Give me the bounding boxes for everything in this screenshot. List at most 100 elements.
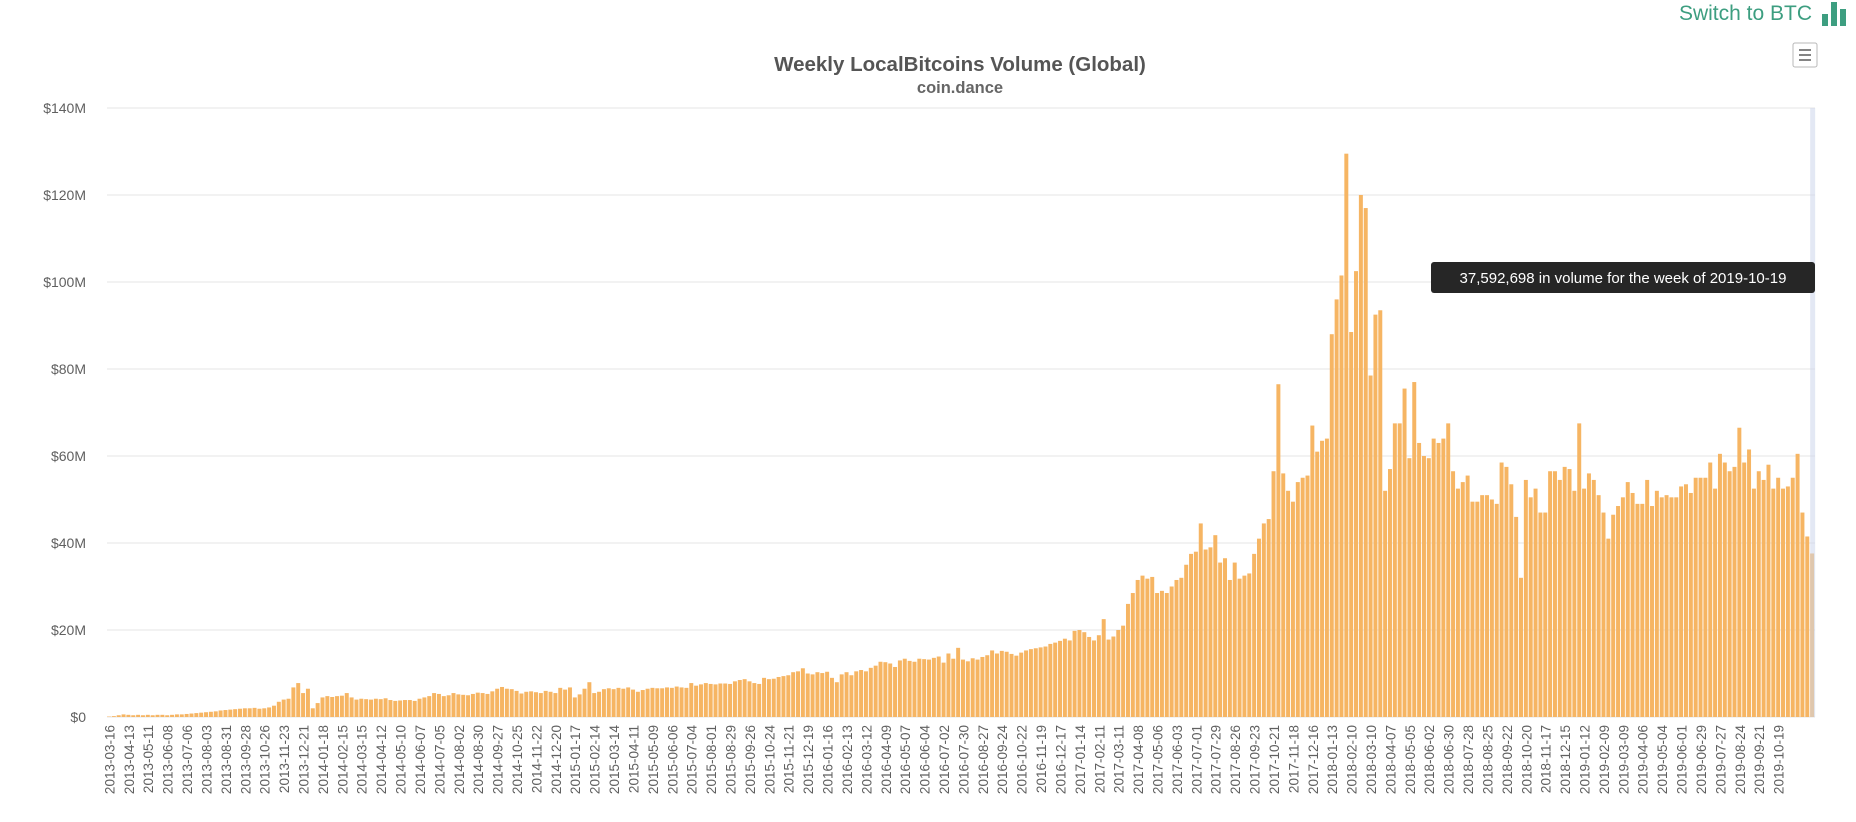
bar[interactable] — [820, 673, 825, 717]
bar[interactable] — [1339, 275, 1344, 717]
bar[interactable] — [1698, 477, 1703, 717]
bar[interactable] — [276, 701, 281, 717]
bar[interactable] — [1038, 647, 1043, 717]
bar[interactable] — [902, 658, 907, 717]
bar[interactable] — [994, 653, 999, 717]
bar[interactable] — [1198, 523, 1203, 717]
bar[interactable] — [1489, 499, 1494, 718]
bar[interactable] — [592, 693, 597, 717]
bar[interactable] — [1009, 653, 1014, 717]
bar[interactable] — [1766, 464, 1771, 717]
bar[interactable] — [1116, 630, 1121, 717]
bar[interactable] — [1640, 503, 1645, 717]
bar[interactable] — [645, 688, 650, 717]
bar[interactable] — [242, 708, 247, 717]
bar[interactable] — [1412, 382, 1417, 717]
bar[interactable] — [771, 678, 776, 717]
bar[interactable] — [1417, 442, 1422, 717]
bar[interactable] — [1620, 497, 1625, 717]
bar[interactable] — [1218, 562, 1223, 717]
bar[interactable] — [475, 692, 480, 717]
bar[interactable] — [1174, 579, 1179, 717]
bar[interactable] — [194, 713, 199, 717]
bar[interactable] — [456, 694, 461, 717]
bar[interactable] — [1130, 593, 1135, 717]
bar[interactable] — [1077, 630, 1082, 717]
bar[interactable] — [1611, 514, 1616, 717]
bar[interactable] — [436, 693, 441, 717]
bar[interactable] — [1742, 462, 1747, 717]
bar[interactable] — [1004, 651, 1009, 717]
bar[interactable] — [165, 715, 170, 717]
bar[interactable] — [606, 688, 611, 717]
bar[interactable] — [509, 689, 514, 717]
bar[interactable] — [1635, 503, 1640, 717]
bar[interactable] — [941, 662, 946, 717]
bar[interactable] — [534, 692, 538, 717]
bar[interactable] — [1776, 477, 1781, 717]
bar[interactable] — [635, 691, 640, 717]
bar[interactable] — [364, 699, 369, 717]
bar[interactable] — [1480, 495, 1485, 717]
bar[interactable] — [1708, 462, 1713, 717]
bar[interactable] — [878, 661, 883, 717]
bar[interactable] — [752, 683, 757, 717]
bar[interactable] — [262, 708, 267, 717]
bar[interactable] — [747, 681, 752, 717]
bar[interactable] — [543, 690, 548, 717]
bar[interactable] — [742, 679, 747, 717]
bar[interactable] — [791, 672, 796, 717]
bar[interactable] — [432, 693, 437, 717]
bar[interactable] — [470, 693, 475, 717]
bar[interactable] — [1383, 490, 1388, 717]
bar[interactable] — [684, 687, 689, 717]
bar[interactable] — [519, 693, 524, 717]
bar[interactable] — [1805, 536, 1810, 717]
bar[interactable] — [286, 698, 291, 717]
bar[interactable] — [1145, 578, 1150, 717]
bar[interactable] — [1286, 490, 1291, 717]
bar[interactable] — [1388, 469, 1392, 717]
bar[interactable] — [136, 714, 141, 717]
bar[interactable] — [111, 716, 116, 717]
bar[interactable] — [732, 681, 737, 717]
bar[interactable] — [1261, 523, 1266, 717]
bar[interactable] — [1271, 471, 1276, 717]
bar[interactable] — [1397, 423, 1402, 717]
bar[interactable] — [325, 696, 330, 717]
bar[interactable] — [393, 700, 398, 717]
bar[interactable] — [1562, 466, 1567, 717]
bar[interactable] — [781, 676, 786, 717]
bar[interactable] — [223, 710, 228, 717]
bar[interactable] — [1552, 471, 1557, 717]
bar[interactable] — [1596, 495, 1601, 717]
bar[interactable] — [873, 665, 878, 717]
bar[interactable] — [1290, 501, 1295, 717]
bar[interactable] — [698, 684, 703, 717]
bar[interactable] — [956, 647, 961, 717]
bar[interactable] — [145, 714, 150, 717]
bar[interactable] — [829, 677, 834, 717]
bar[interactable] — [1101, 619, 1106, 717]
bar[interactable] — [912, 661, 917, 717]
bar[interactable] — [1421, 456, 1426, 717]
bar[interactable] — [674, 686, 679, 717]
bar[interactable] — [281, 699, 286, 717]
bar[interactable] — [1645, 479, 1650, 717]
bar[interactable] — [854, 671, 859, 717]
bar[interactable] — [538, 693, 543, 717]
bar[interactable] — [1654, 490, 1659, 717]
bar[interactable] — [1761, 479, 1766, 717]
bar[interactable] — [412, 700, 417, 717]
bar[interactable] — [1208, 547, 1213, 717]
bar[interactable] — [679, 687, 684, 717]
bar[interactable] — [796, 671, 801, 717]
bar[interactable] — [1320, 440, 1325, 717]
bar[interactable] — [1140, 575, 1145, 717]
bar[interactable] — [1407, 458, 1412, 717]
bar[interactable] — [1203, 549, 1208, 717]
bar[interactable] — [1659, 497, 1664, 717]
bar[interactable] — [917, 658, 922, 717]
bar[interactable] — [1082, 632, 1087, 717]
bar[interactable] — [1019, 652, 1024, 717]
